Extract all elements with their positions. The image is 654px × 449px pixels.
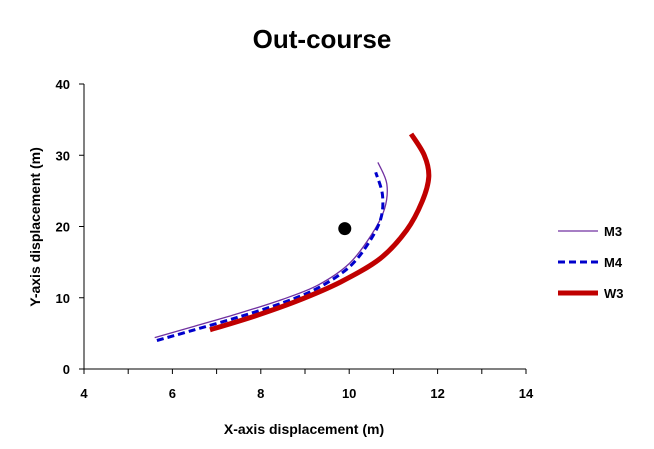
- chart-title: Out-course: [253, 24, 392, 54]
- marker-point: [338, 222, 352, 236]
- y-tick-label: 20: [56, 220, 70, 235]
- legend-label-m4: M4: [604, 255, 623, 270]
- y-tick-label: 10: [56, 291, 70, 306]
- x-axis-title: X-axis displacement (m): [224, 421, 384, 437]
- x-tick-label: 6: [169, 386, 176, 401]
- x-tick-label: 10: [342, 386, 356, 401]
- series-line-m3: [154, 162, 388, 339]
- y-tick-label: 0: [63, 362, 70, 377]
- series-line-w3: [209, 132, 432, 333]
- x-tick-label: 14: [519, 386, 534, 401]
- y-tick-label: 40: [56, 77, 70, 92]
- series-line-m4: [156, 171, 385, 342]
- legend-label-w3: W3: [604, 286, 624, 301]
- x-tick-label: 12: [430, 386, 444, 401]
- series-group: [154, 132, 432, 342]
- x-tick-label: 4: [80, 386, 88, 401]
- y-axis-title: Y-axis displacement (m): [27, 147, 43, 307]
- y-tick-label: 30: [56, 148, 70, 163]
- legend-label-m3: M3: [604, 224, 622, 239]
- x-tick-label: 8: [257, 386, 264, 401]
- markers-group: [338, 222, 352, 236]
- legend: M3 M4 W3: [558, 224, 624, 301]
- axes-group: 4 6 8 10 12 14 0 10 20 30 40: [56, 77, 534, 401]
